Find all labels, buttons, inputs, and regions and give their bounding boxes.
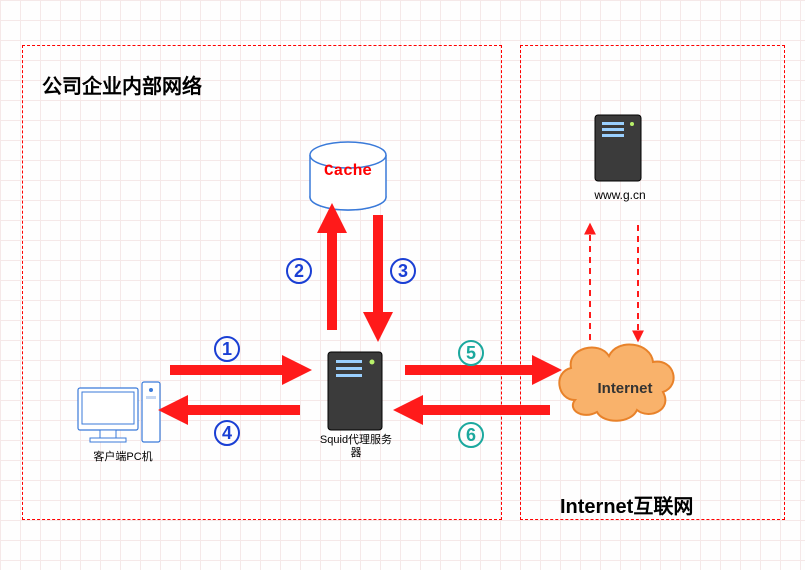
step-2: 2: [286, 258, 312, 284]
step-4: 4: [214, 420, 240, 446]
step-6: 6: [458, 422, 484, 448]
squid-server-label: Squid代理服务器: [318, 434, 394, 460]
cache-label: Cache: [318, 162, 378, 180]
step-5: 5: [458, 340, 484, 366]
remote-server-label: www.g.cn: [580, 188, 660, 202]
client-pc-label: 客户端PC机: [78, 448, 168, 464]
internet-cloud-label: Internet: [580, 380, 670, 397]
intranet-title: 公司企业内部网络: [42, 70, 202, 99]
internet-box: [520, 45, 785, 520]
internet-box-title: Internet互联网: [560, 490, 693, 519]
step-3: 3: [390, 258, 416, 284]
step-1: 1: [214, 336, 240, 362]
